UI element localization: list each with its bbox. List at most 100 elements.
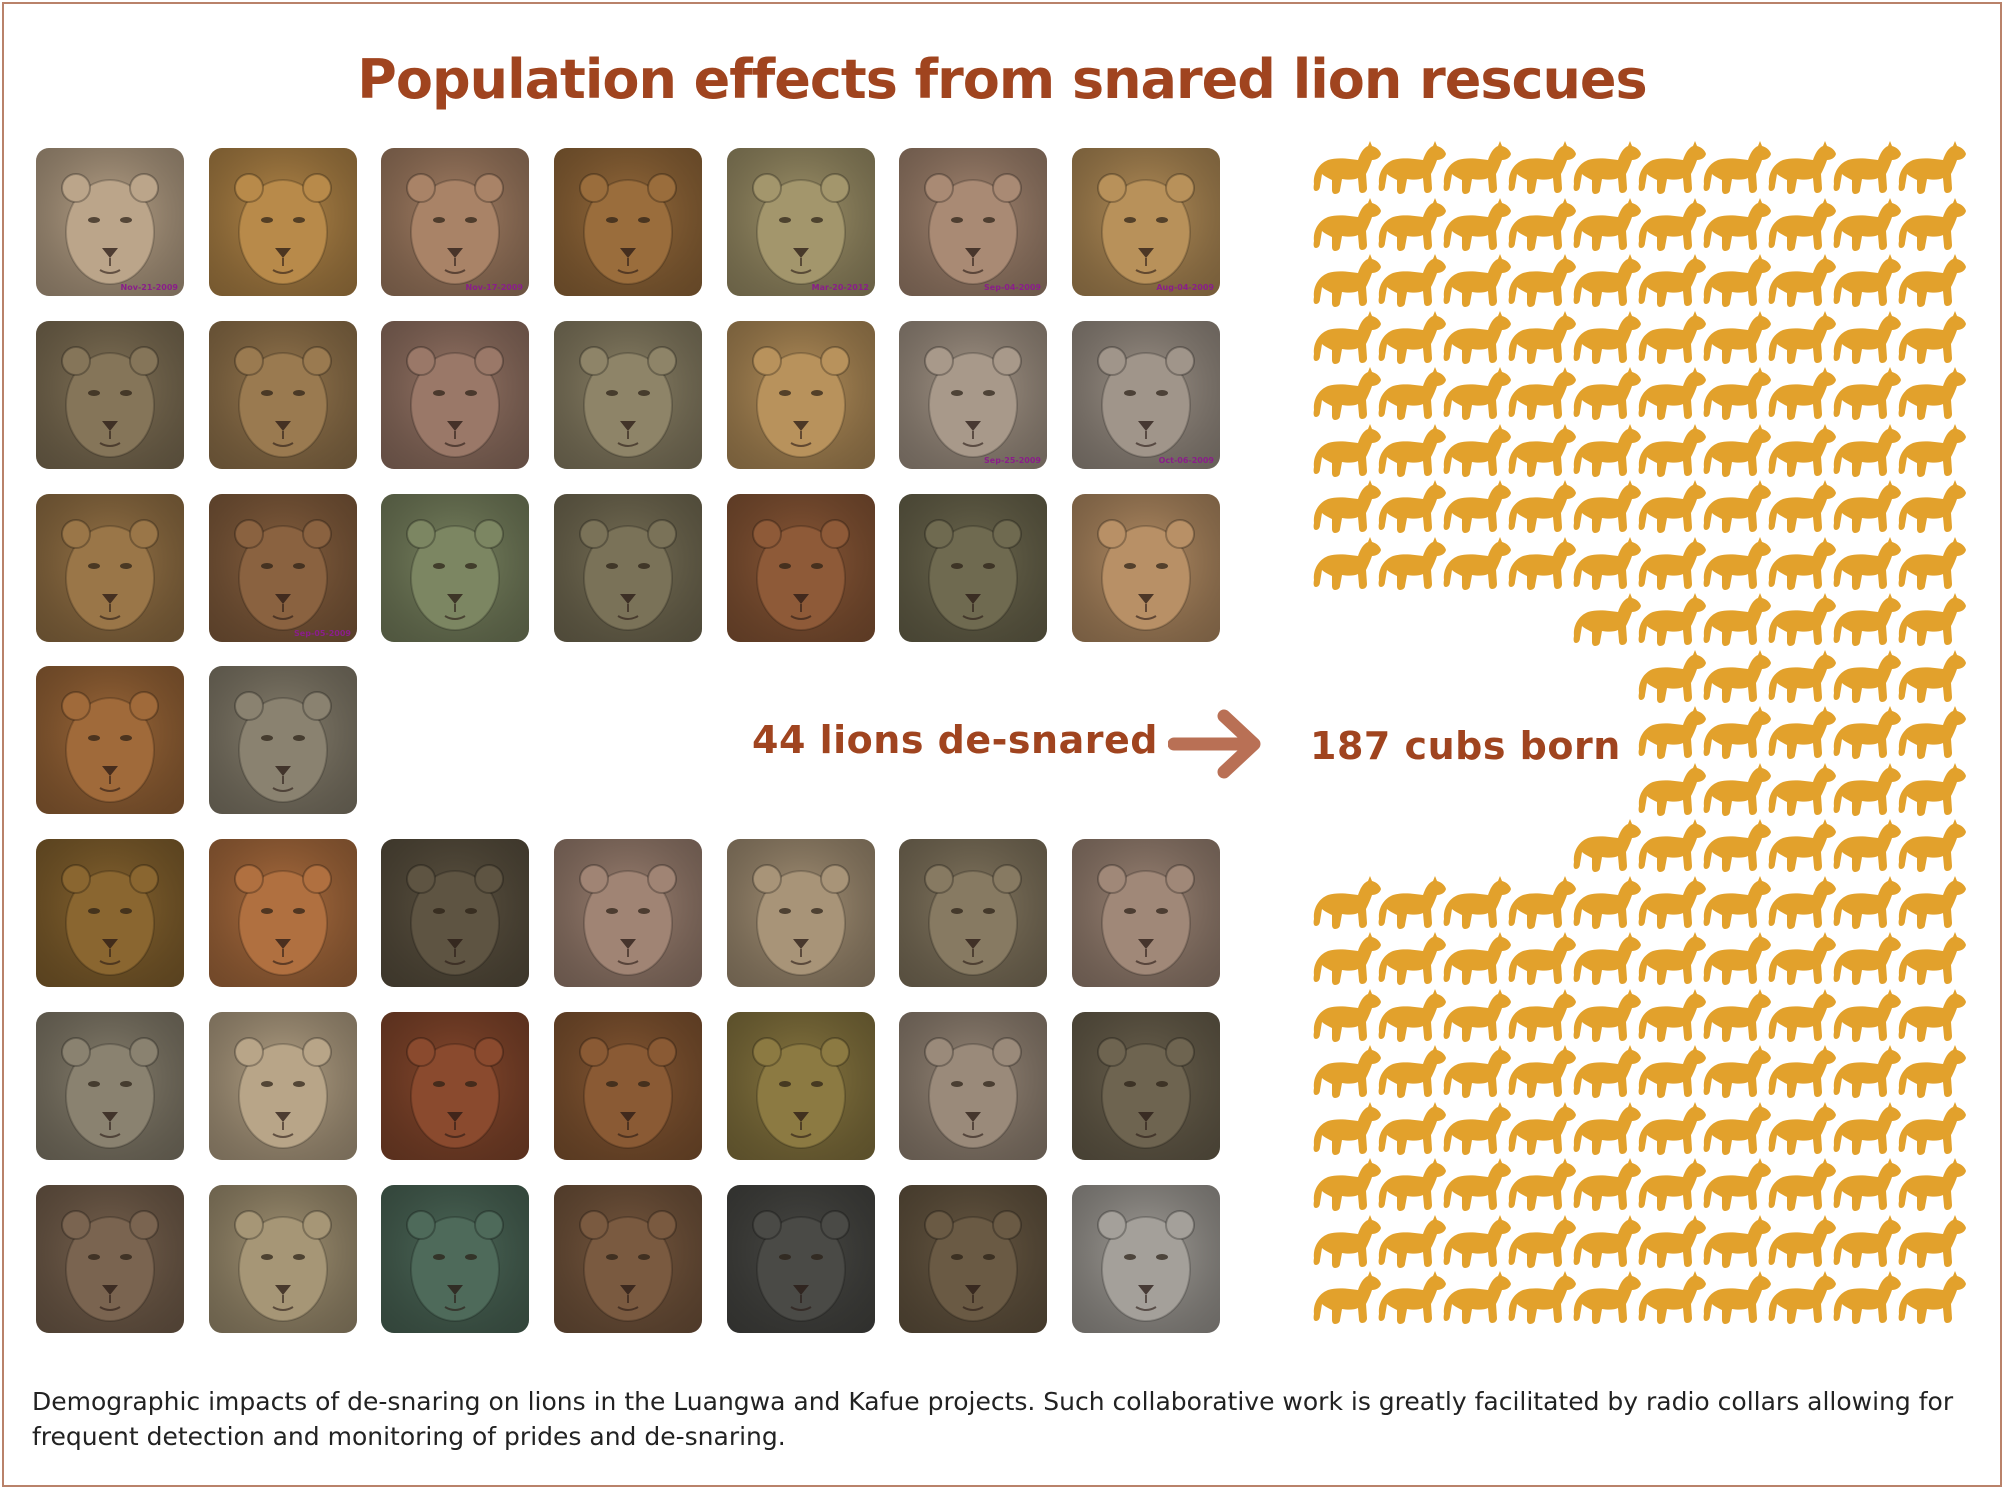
lion-cub-icon <box>1570 875 1642 931</box>
lion-cub-icon <box>1765 253 1837 309</box>
lion-cub-icon <box>1440 1157 1512 1213</box>
lion-cub-icon <box>1830 705 1902 761</box>
lion-cub-icon <box>1440 253 1512 309</box>
lion-cub-icon <box>1895 1214 1967 1270</box>
lion-photo <box>209 148 357 296</box>
lion-cub-icon <box>1310 1214 1382 1270</box>
lion-photo <box>1072 1185 1220 1333</box>
lion-cub-icon <box>1765 931 1837 987</box>
lion-cub-icon <box>1700 423 1772 479</box>
lion-cub-icon <box>1505 1101 1577 1157</box>
arrow-right-icon <box>1168 709 1261 779</box>
lion-cub-icon <box>1765 1214 1837 1270</box>
lion-cub-icon <box>1310 1044 1382 1100</box>
lion-cub-icon <box>1830 592 1902 648</box>
lion-photo <box>381 839 529 987</box>
lion-photo <box>1072 839 1220 987</box>
lion-photo <box>36 666 184 814</box>
lion-cub-icon <box>1570 1044 1642 1100</box>
lion-cub-icon <box>1375 1214 1447 1270</box>
lion-cub-icon <box>1570 1270 1642 1326</box>
lion-cub-icon <box>1895 875 1967 931</box>
lion-cub-icon <box>1375 140 1447 196</box>
lion-photo <box>36 1185 184 1333</box>
lion-cub-icon <box>1830 875 1902 931</box>
lion-cub-icon <box>1570 253 1642 309</box>
lion-photo <box>727 839 875 987</box>
lion-photo-grid: Nov-21-2009 Nov-17-2009 Mar-20-2012 Sep-04-… <box>36 148 1220 1333</box>
lion-cub-icon <box>1375 931 1447 987</box>
lion-cub-icon <box>1635 818 1707 874</box>
figure-caption: Demographic impacts of de-snaring on lio… <box>32 1387 1954 1451</box>
lion-cub-icon <box>1440 140 1512 196</box>
lion-cub-icon <box>1700 310 1772 366</box>
lion-cub-icon <box>1635 1270 1707 1326</box>
lion-cub-icon <box>1700 140 1772 196</box>
lion-photo <box>36 1012 184 1160</box>
lion-cub-icon <box>1375 875 1447 931</box>
photo-date-stamp: Oct-06-2009 <box>1158 456 1214 465</box>
lion-cub-icon <box>1310 310 1382 366</box>
lion-cub-icon <box>1830 253 1902 309</box>
photo-date-stamp: Sep-25-2009 <box>984 456 1041 465</box>
lion-photo <box>209 839 357 987</box>
lion-cub-icon <box>1765 1044 1837 1100</box>
lion-cub-icon <box>1635 1044 1707 1100</box>
lion-cub-icon <box>1570 536 1642 592</box>
lion-photo <box>381 321 529 469</box>
lion-cub-icon <box>1635 253 1707 309</box>
lion-photo: Sep-04-2009 <box>899 148 1047 296</box>
lion-photo: Oct-06-2009 <box>1072 321 1220 469</box>
lion-cub-icon <box>1830 988 1902 1044</box>
lion-cub-icon <box>1765 536 1837 592</box>
lion-cub-icon <box>1635 310 1707 366</box>
lion-photo <box>899 1185 1047 1333</box>
lion-cub-icon <box>1635 479 1707 535</box>
lion-cub-icon <box>1310 875 1382 931</box>
lion-cub-icon <box>1505 479 1577 535</box>
lion-cub-icon <box>1310 253 1382 309</box>
lion-cub-icon <box>1895 536 1967 592</box>
figure-title: Population effects from snared lion resc… <box>357 48 1647 111</box>
lion-photo <box>1072 1012 1220 1160</box>
lion-cub-icon <box>1765 1157 1837 1213</box>
lion-cub-icon <box>1635 875 1707 931</box>
lion-cub-icon <box>1440 479 1512 535</box>
lion-cub-icon <box>1895 423 1967 479</box>
lion-cub-icon <box>1440 423 1512 479</box>
lion-cub-icon <box>1765 479 1837 535</box>
lion-photo: Aug-04-2009 <box>1072 148 1220 296</box>
lion-cub-icon <box>1830 818 1902 874</box>
lion-cub-icon <box>1765 762 1837 818</box>
lion-cub-icon <box>1570 479 1642 535</box>
lion-cub-icon <box>1895 649 1967 705</box>
lion-cub-icon <box>1505 253 1577 309</box>
lion-cub-icon <box>1895 1157 1967 1213</box>
lion-photo: Sep-25-2009 <box>899 321 1047 469</box>
lion-cub-icon <box>1765 592 1837 648</box>
lion-cub-icon <box>1440 875 1512 931</box>
lion-photo <box>899 1012 1047 1160</box>
lion-cub-icon <box>1635 1214 1707 1270</box>
lion-photo: Nov-21-2009 <box>36 148 184 296</box>
lion-cub-icon <box>1310 1270 1382 1326</box>
lion-cub-icon <box>1375 310 1447 366</box>
lion-photo <box>36 494 184 642</box>
lion-cub-icon <box>1570 1101 1642 1157</box>
lion-cub-icon <box>1700 1044 1772 1100</box>
lion-cub-icon <box>1505 423 1577 479</box>
lion-cub-icon <box>1765 875 1837 931</box>
lion-cub-icon <box>1440 1101 1512 1157</box>
lion-cub-icon <box>1765 818 1837 874</box>
lion-photo <box>554 148 702 296</box>
lion-cub-icon <box>1895 253 1967 309</box>
lion-cub-icon <box>1635 762 1707 818</box>
lion-cub-icon <box>1895 1270 1967 1326</box>
lion-photo <box>36 321 184 469</box>
photo-date-stamp: Mar-20-2012 <box>811 283 869 292</box>
lion-cub-icon <box>1505 1044 1577 1100</box>
lion-photo: Sep-05-2009 <box>209 494 357 642</box>
lion-cub-icon <box>1830 1157 1902 1213</box>
lion-cub-icon <box>1765 140 1837 196</box>
lion-cub-icon <box>1505 988 1577 1044</box>
